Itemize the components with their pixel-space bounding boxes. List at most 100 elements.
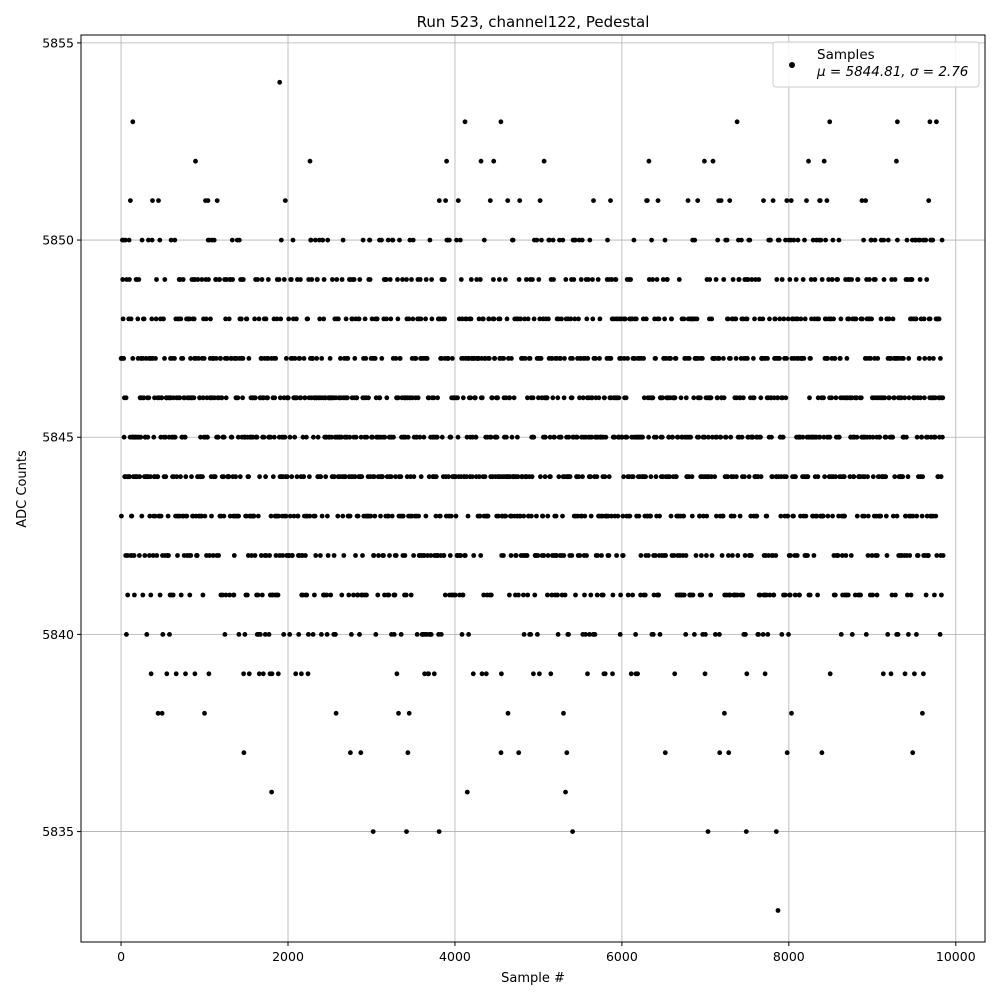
outlier-point: [130, 119, 136, 125]
x-tick-label: 2000: [272, 949, 304, 964]
sample-point: [333, 710, 339, 716]
sample-point: [364, 434, 370, 440]
sample-point: [121, 356, 127, 361]
sample-point: [301, 474, 307, 480]
sample-point: [829, 395, 834, 401]
sample-point: [780, 434, 786, 440]
sample-point: [462, 119, 468, 125]
sample-point: [452, 592, 458, 598]
sample-point: [585, 356, 591, 361]
sample-point: [453, 513, 459, 519]
sample-point: [803, 513, 809, 519]
sample-point: [771, 592, 777, 598]
sample-point: [405, 434, 411, 440]
outlier-point: [498, 119, 504, 125]
sample-point: [195, 277, 201, 282]
sample-point: [676, 277, 682, 282]
sample-point: [312, 592, 317, 598]
sample-point: [231, 553, 237, 558]
sample-point: [702, 671, 708, 677]
sample-point: [386, 513, 391, 519]
sample-point: [818, 237, 824, 243]
sample-point: [249, 553, 255, 558]
sample-point: [745, 356, 750, 361]
sample-point: [474, 277, 480, 282]
sample-point: [930, 237, 936, 243]
sample-point: [407, 237, 413, 243]
sample-point: [784, 750, 790, 756]
outlier-point: [743, 829, 749, 834]
sample-point: [863, 632, 869, 637]
sample-point: [426, 671, 431, 677]
sample-point: [151, 434, 157, 440]
sample-point: [282, 198, 288, 204]
sample-point: [422, 671, 427, 677]
sample-point: [246, 671, 252, 677]
sample-point: [158, 513, 164, 519]
sample-point: [335, 513, 341, 519]
sample-point: [516, 277, 522, 282]
sample-point: [429, 277, 434, 282]
sample-point: [758, 434, 763, 440]
sample-point: [317, 316, 323, 322]
sample-point: [404, 474, 410, 480]
sample-point: [354, 395, 360, 401]
sample-point: [336, 316, 341, 322]
sample-point: [797, 592, 802, 598]
sample-point: [669, 316, 674, 322]
sample-point: [555, 632, 561, 637]
sample-point: [287, 632, 293, 637]
sample-point: [256, 671, 262, 677]
sample-point: [824, 198, 830, 204]
sample-point: [227, 592, 233, 598]
sample-point: [784, 356, 789, 361]
sample-point: [785, 316, 791, 322]
sample-point: [740, 592, 746, 598]
sample-point: [497, 316, 503, 322]
sample-point: [940, 553, 946, 558]
sample-point: [681, 592, 687, 598]
sample-point: [932, 434, 938, 440]
sample-point: [283, 513, 289, 519]
sample-point: [428, 632, 434, 637]
sample-point: [418, 474, 424, 480]
sample-point: [730, 553, 735, 558]
sample-point: [130, 356, 136, 361]
sample-point: [709, 474, 714, 480]
sample-point: [556, 474, 562, 480]
sample-point: [205, 198, 211, 204]
sample-point: [662, 237, 668, 243]
sample-point: [707, 277, 713, 282]
sample-point: [919, 434, 925, 440]
sample-point: [525, 395, 530, 401]
sample-point: [592, 632, 598, 637]
sample-point: [162, 277, 168, 282]
outlier-point: [404, 829, 409, 834]
sample-point: [771, 395, 777, 401]
sample-point: [348, 750, 353, 756]
sample-point: [602, 474, 608, 480]
sample-point: [509, 356, 514, 361]
sample-point: [744, 316, 750, 322]
sample-point: [127, 474, 133, 480]
sample-point: [255, 277, 260, 282]
sample-point: [516, 592, 521, 598]
sample-point: [693, 553, 699, 558]
sample-point: [310, 632, 316, 637]
sample-point: [257, 474, 262, 480]
sample-point: [925, 434, 931, 440]
sample-point: [709, 316, 715, 322]
sample-point: [343, 316, 349, 322]
sample-point: [131, 553, 137, 558]
sample-point: [292, 356, 298, 361]
sample-point: [387, 277, 393, 282]
sample-point: [503, 277, 508, 282]
sample-point: [535, 553, 541, 558]
sample-point: [163, 434, 168, 440]
sample-point: [155, 474, 161, 480]
sample-point: [289, 474, 295, 480]
sample-point: [224, 356, 230, 361]
sample-point: [274, 316, 280, 322]
sample-point: [150, 553, 156, 558]
sample-point: [233, 474, 239, 480]
